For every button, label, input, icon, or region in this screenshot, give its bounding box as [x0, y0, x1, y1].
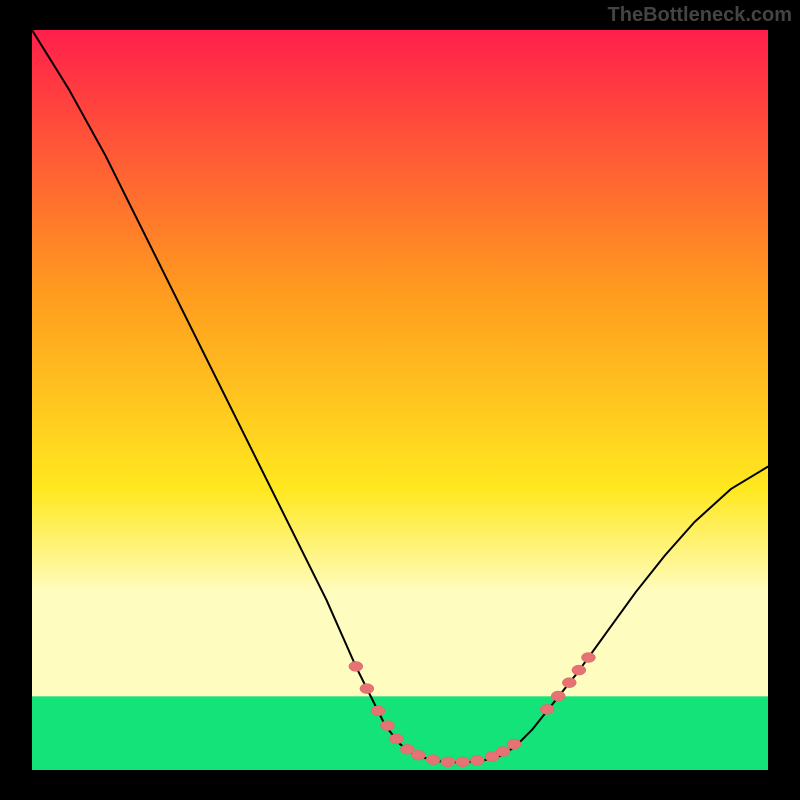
curve-marker: [540, 704, 554, 714]
curve-marker: [456, 757, 470, 767]
bottleneck-chart: [0, 0, 800, 800]
curve-marker: [389, 734, 403, 744]
curve-marker: [371, 706, 385, 716]
curve-marker: [360, 684, 374, 694]
curve-marker: [380, 721, 394, 731]
curve-marker: [349, 661, 363, 671]
curve-marker: [426, 755, 440, 765]
curve-marker: [441, 757, 455, 767]
curve-marker: [581, 653, 595, 663]
curve-marker: [551, 691, 565, 701]
watermark-text: TheBottleneck.com: [608, 4, 792, 27]
curve-marker: [562, 678, 576, 688]
curve-marker: [411, 750, 425, 760]
plot-area: [32, 30, 768, 770]
curve-marker: [496, 747, 510, 757]
curve-marker: [470, 755, 484, 765]
curve-marker: [507, 739, 521, 749]
curve-marker: [572, 665, 586, 675]
